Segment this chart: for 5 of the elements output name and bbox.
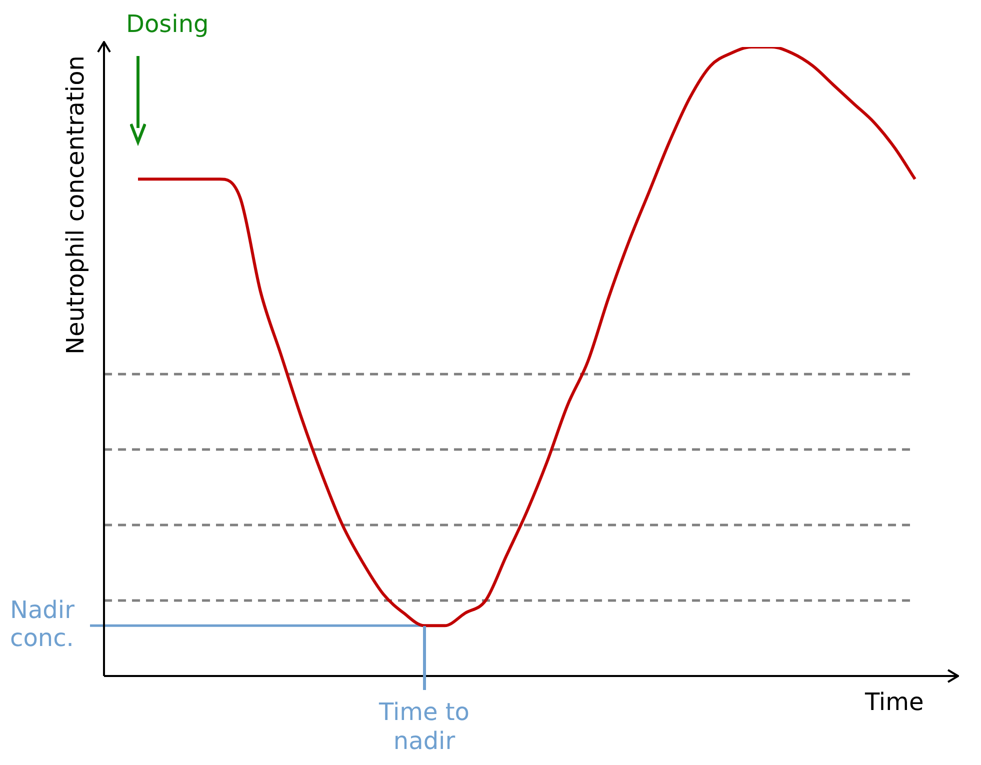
x-axis-title: Time: [865, 688, 924, 717]
text: Dosing: [126, 10, 209, 39]
text: Time to nadir: [378, 698, 470, 756]
y-axis-title: Neutrophil concentration: [62, 56, 90, 354]
ref-line-label: Nadir conc.: [10, 596, 76, 654]
